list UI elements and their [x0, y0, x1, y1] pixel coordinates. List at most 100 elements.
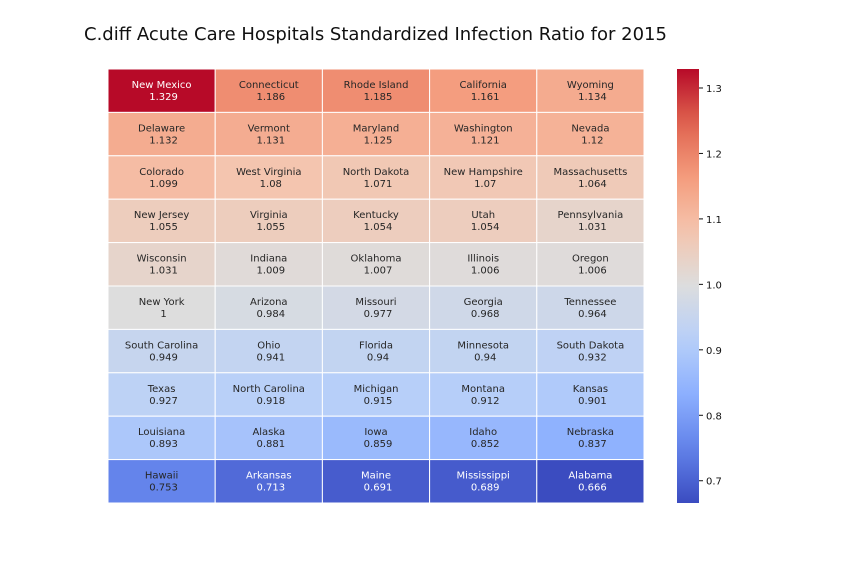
cell-state-label: Florida	[359, 340, 393, 351]
cell-state-label: New York	[139, 297, 185, 308]
cell-value-label: 0.964	[578, 309, 607, 320]
cell-state-label: Kansas	[573, 384, 608, 395]
heatmap-cell-missouri	[321, 285, 431, 330]
cell-value-label: 0.984	[256, 309, 285, 320]
cell-state-label: Vermont	[248, 123, 290, 134]
cell-state-label: Virginia	[250, 210, 288, 221]
cell-state-label: Nevada	[571, 123, 609, 134]
cell-state-label: Minnesota	[457, 340, 509, 351]
heatmap-cell-idaho	[429, 415, 538, 461]
cell-value-label: 0.94	[474, 352, 496, 363]
heatmap-cell-new-hampshire	[429, 155, 538, 200]
cell-state-label: Idaho	[469, 427, 497, 438]
cell-state-label: Mississippi	[457, 471, 510, 482]
heatmap-cell-illinois	[429, 242, 538, 287]
colorbar-tick-label: 1.0	[706, 280, 722, 291]
cell-value-label: 1.064	[578, 179, 607, 190]
cell-value-label: 1.185	[364, 92, 393, 103]
cell-value-label: 1.132	[149, 135, 178, 146]
heatmap-cell-north-carolina	[214, 372, 323, 417]
heatmap-cell-colorado	[107, 155, 216, 200]
cell-value-label: 0.977	[364, 309, 393, 320]
cell-value-label: 1.131	[256, 135, 285, 146]
cell-state-label: Arkansas	[246, 471, 292, 482]
heatmap-cell-maine	[321, 459, 431, 504]
cell-state-label: Louisiana	[138, 427, 185, 438]
cell-value-label: 1.055	[256, 222, 285, 233]
cell-state-label: Iowa	[364, 427, 387, 438]
colorbar-tick-label: 1.2	[706, 149, 722, 160]
cell-value-label: 1.099	[149, 179, 178, 190]
heatmap-cell-hawaii	[107, 459, 216, 504]
cell-state-label: Hawaii	[145, 471, 179, 482]
heatmap-cell-alaska	[214, 415, 323, 461]
cell-state-label: Tennessee	[563, 297, 616, 308]
colorbar-tick-label: 0.9	[706, 346, 722, 357]
heatmap-cell-texas	[107, 372, 216, 417]
cell-state-label: Nebraska	[567, 427, 614, 438]
heatmap-cell-west-virginia	[214, 155, 323, 200]
cell-state-label: South Dakota	[557, 340, 625, 351]
cell-state-label: South Carolina	[125, 340, 198, 351]
cell-value-label: 0.666	[578, 483, 607, 494]
heatmap-cell-florida	[321, 328, 431, 374]
cell-value-label: 1.329	[149, 92, 178, 103]
heatmap-cell-massachusetts	[536, 155, 645, 200]
colorbar-tick-label: 1.3	[706, 84, 722, 95]
cell-state-label: North Dakota	[343, 167, 410, 178]
heatmap-cell-pennsylvania	[536, 198, 645, 244]
heatmap-cell-wyoming	[536, 68, 645, 113]
cell-state-label: Maryland	[353, 123, 399, 134]
heatmap-cell-kansas	[536, 372, 645, 417]
cell-state-label: Utah	[471, 210, 495, 221]
cell-value-label: 1.121	[471, 135, 500, 146]
colorbar-tick-label: 0.8	[706, 411, 722, 422]
cell-state-label: Pennsylvania	[558, 210, 624, 221]
cell-state-label: Montana	[461, 384, 505, 395]
cell-value-label: 1.125	[364, 135, 393, 146]
cell-value-label: 1.161	[471, 92, 500, 103]
cell-state-label: North Carolina	[233, 384, 305, 395]
colorbar-tick-label: 0.7	[706, 477, 722, 488]
cell-value-label: 1.054	[471, 222, 500, 233]
colorbar-tick-label: 1.1	[706, 215, 722, 226]
cell-state-label: California	[459, 80, 507, 91]
heatmap-cell-arkansas	[214, 459, 323, 504]
cell-value-label: 1.134	[578, 92, 607, 103]
heatmap-cell-north-dakota	[321, 155, 431, 200]
cell-state-label: Washington	[454, 123, 513, 134]
heatmap-cell-iowa	[321, 415, 431, 461]
heatmap-cell-south-carolina	[107, 328, 216, 374]
cell-value-label: 0.949	[149, 352, 178, 363]
cell-value-label: 1.006	[578, 266, 607, 277]
cell-value-label: 0.941	[256, 352, 285, 363]
heatmap-cell-minnesota	[429, 328, 538, 374]
cell-value-label: 1.009	[256, 266, 285, 277]
cell-value-label: 1	[160, 309, 166, 320]
cell-state-label: Alaska	[252, 427, 285, 438]
cell-state-label: Arizona	[250, 297, 288, 308]
cell-state-label: Wyoming	[567, 80, 614, 91]
heatmap-cell-nebraska	[536, 415, 645, 461]
cell-value-label: 1.07	[474, 179, 496, 190]
cell-state-label: West Virginia	[236, 167, 301, 178]
cell-state-label: New Hampshire	[444, 167, 523, 178]
heatmap-cell-arizona	[214, 285, 323, 330]
cell-value-label: 0.932	[578, 352, 607, 363]
cell-state-label: Massachusetts	[553, 167, 627, 178]
cell-state-label: Delaware	[138, 123, 185, 134]
heatmap-cell-alabama	[536, 459, 645, 504]
cell-state-label: Oregon	[572, 254, 609, 265]
cell-state-label: Wisconsin	[137, 254, 187, 265]
cell-value-label: 0.912	[471, 396, 500, 407]
cell-value-label: 0.713	[256, 483, 285, 494]
heatmap-cell-delaware	[107, 111, 216, 157]
cell-value-label: 0.918	[256, 396, 285, 407]
cell-state-label: Oklahoma	[351, 254, 402, 265]
cell-value-label: 0.927	[149, 396, 178, 407]
heatmap-cell-maryland	[321, 111, 431, 157]
cell-value-label: 1.007	[364, 266, 393, 277]
colorbar	[677, 69, 699, 503]
cell-value-label: 0.893	[149, 439, 178, 450]
